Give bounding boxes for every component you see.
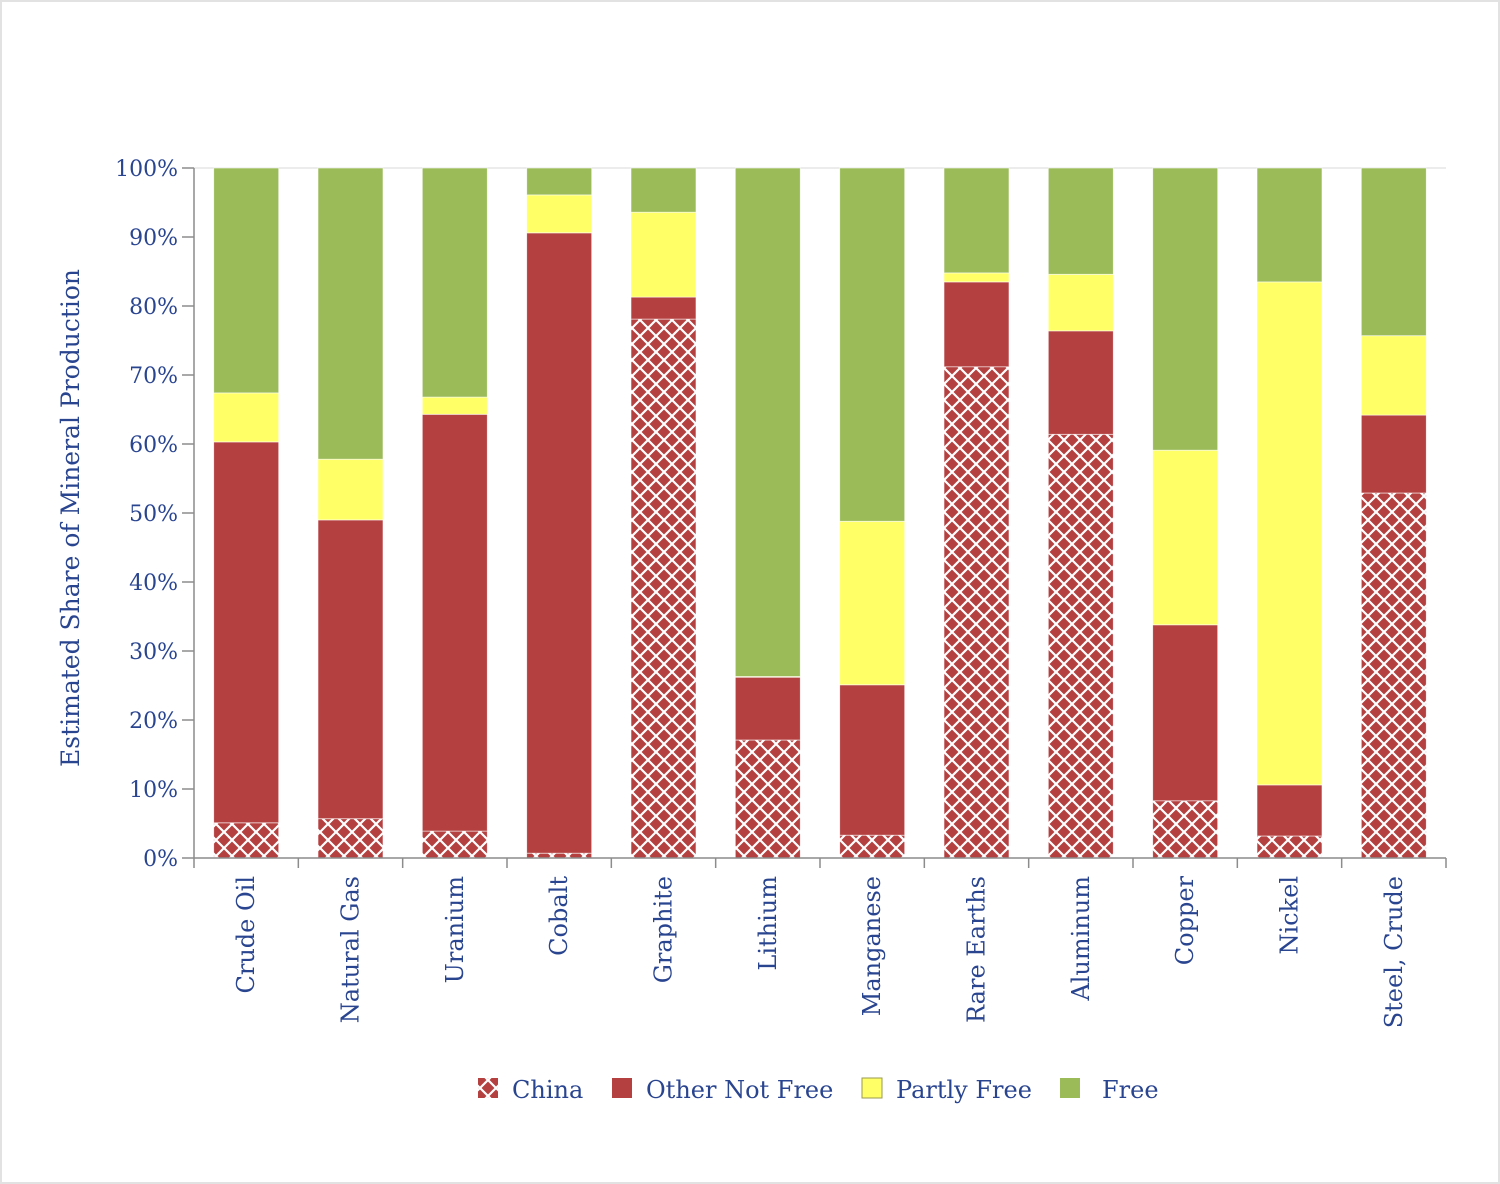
- bar-segment-partly-free-graphite: [630, 211, 697, 298]
- bar-segment-free-natural-gas: [317, 167, 384, 460]
- y-tick-label: 50%: [129, 502, 178, 527]
- bar-segment-partly-free-rare-earths: [943, 272, 1010, 283]
- bar-segment-free-uranium: [421, 167, 488, 398]
- bar-segment-china-graphite: [630, 318, 697, 859]
- bar-segment-partly-free-uranium: [421, 396, 488, 415]
- bar-segment-free-lithium: [734, 167, 801, 677]
- x-category-label: Copper: [1171, 875, 1199, 965]
- bar-segment-china-aluminum: [1047, 433, 1114, 859]
- x-category-label: Uranium: [441, 876, 469, 984]
- bar-segment-free-graphite: [630, 167, 697, 213]
- bars-group: [213, 167, 1427, 859]
- bar-segment-china-copper: [1152, 800, 1219, 859]
- bar-segment-free-steel-crude: [1360, 167, 1427, 337]
- bar-segment-partly-free-steel-crude: [1360, 335, 1427, 416]
- y-axis-title: Estimated Share of Mineral Production: [56, 269, 85, 767]
- y-tick-label: 0%: [143, 847, 178, 872]
- y-tick-label: 100%: [115, 157, 178, 182]
- x-category-label: Nickel: [1276, 876, 1304, 955]
- legend: China Other Not Free Partly Free Free: [478, 1076, 1159, 1104]
- bar-segment-free-nickel: [1256, 167, 1323, 283]
- legend-swatch-other-not-free: [612, 1078, 632, 1098]
- bar-segment-free-cobalt: [526, 167, 593, 196]
- x-category-label: Steel, Crude: [1380, 876, 1408, 1028]
- x-category-label: Rare Earths: [963, 876, 991, 1023]
- legend-swatch-partly-free: [861, 1077, 883, 1099]
- y-tick-label: 90%: [129, 226, 178, 251]
- x-category-label: Cobalt: [545, 876, 573, 956]
- bar-segment-other-not-free-manganese: [839, 684, 906, 836]
- bar-segment-partly-free-cobalt: [526, 194, 593, 234]
- x-category-label: Aluminum: [1067, 876, 1095, 1002]
- x-category-label: Lithium: [754, 876, 782, 971]
- bar-segment-free-manganese: [839, 167, 906, 522]
- x-category-label: Manganese: [858, 876, 886, 1016]
- bar-segment-partly-free-natural-gas: [317, 458, 384, 521]
- bar-segment-china-uranium: [421, 830, 488, 859]
- bar-segment-other-not-free-copper: [1152, 624, 1219, 802]
- bar-segment-other-not-free-rare-earths: [943, 281, 1010, 368]
- bar-segment-other-not-free-natural-gas: [317, 519, 384, 820]
- bar-segment-partly-free-aluminum: [1047, 273, 1114, 332]
- bar-segment-china-nickel: [1256, 835, 1323, 859]
- y-tick-label: 80%: [129, 295, 178, 320]
- y-axis: 0% 10% 20% 30% 40% 50% 60% 70% 80% 90% 100%: [115, 157, 195, 872]
- bar-segment-free-rare-earths: [943, 167, 1010, 274]
- y-tick-label: 20%: [129, 709, 178, 734]
- legend-label-partly-free: Partly Free: [896, 1076, 1032, 1104]
- bar-segment-partly-free-crude-oil: [213, 392, 280, 443]
- legend-label-other-not-free: Other Not Free: [646, 1076, 833, 1104]
- bar-segment-free-aluminum: [1047, 167, 1114, 275]
- bar-segment-partly-free-nickel: [1256, 281, 1323, 786]
- x-category-label: Crude Oil: [232, 876, 260, 994]
- bar-segment-partly-free-manganese: [839, 520, 906, 686]
- bar-segment-china-lithium: [734, 739, 801, 859]
- y-tick-label: 70%: [129, 364, 178, 389]
- y-tick-label: 30%: [129, 640, 178, 665]
- bar-segment-china-rare-earths: [943, 366, 1010, 859]
- legend-swatch-china: [478, 1078, 498, 1098]
- bar-segment-other-not-free-uranium: [421, 413, 488, 832]
- x-axis: Crude Oil Natural Gas Uranium Cobalt Graphit…: [193, 857, 1447, 1028]
- bar-segment-china-steel-crude: [1360, 492, 1427, 859]
- bar-segment-free-copper: [1152, 167, 1219, 451]
- bar-segment-other-not-free-graphite: [630, 296, 697, 320]
- bar-segment-other-not-free-steel-crude: [1360, 414, 1427, 494]
- bar-segment-partly-free-copper: [1152, 449, 1219, 626]
- bar-segment-other-not-free-cobalt: [526, 232, 593, 854]
- bar-segment-china-natural-gas: [317, 818, 384, 859]
- y-tick-label: 60%: [129, 433, 178, 458]
- legend-label-free: Free: [1102, 1076, 1159, 1104]
- x-category-label: Natural Gas: [337, 876, 365, 1023]
- bar-segment-china-manganese: [839, 834, 906, 859]
- y-tick-label: 10%: [129, 778, 178, 803]
- y-tick-label: 40%: [129, 571, 178, 596]
- bar-segment-other-not-free-nickel: [1256, 784, 1323, 837]
- bar-segment-other-not-free-crude-oil: [213, 441, 280, 824]
- bar-segment-other-not-free-lithium: [734, 676, 801, 741]
- legend-swatch-free: [1060, 1078, 1080, 1098]
- x-category-label: Graphite: [650, 876, 678, 983]
- bar-segment-other-not-free-aluminum: [1047, 330, 1114, 435]
- bar-segment-free-crude-oil: [213, 167, 280, 394]
- legend-label-china: China: [512, 1076, 583, 1104]
- bar-segment-china-crude-oil: [213, 822, 280, 859]
